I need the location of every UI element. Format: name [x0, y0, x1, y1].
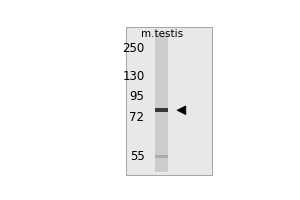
Bar — [155, 33, 168, 172]
Text: 250: 250 — [122, 42, 145, 55]
Text: 55: 55 — [130, 150, 145, 163]
Text: m.testis: m.testis — [141, 29, 183, 39]
Text: 95: 95 — [130, 90, 145, 103]
Text: 130: 130 — [122, 70, 145, 83]
Bar — [126, 27, 212, 175]
Bar — [155, 155, 168, 158]
Polygon shape — [177, 106, 186, 115]
Text: 72: 72 — [130, 111, 145, 124]
Bar — [155, 108, 168, 112]
